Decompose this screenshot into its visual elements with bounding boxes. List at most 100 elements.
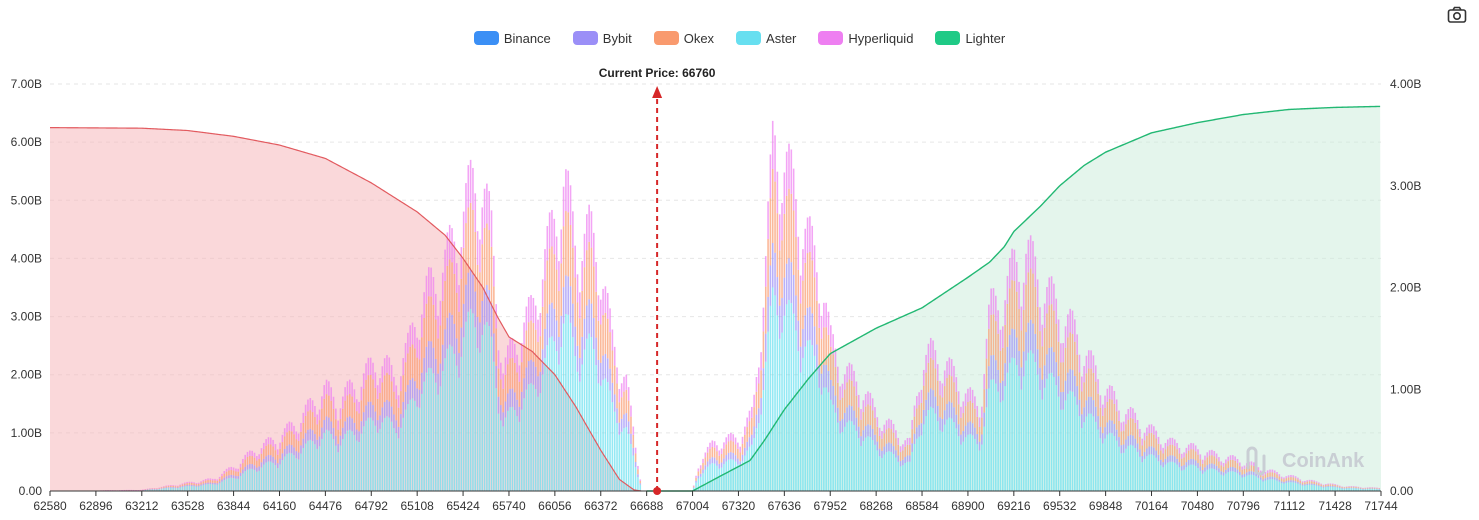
legend-item-binance[interactable]: Binance <box>473 28 551 48</box>
liquidation-bar-segment <box>985 338 988 359</box>
liquidation-bar-segment <box>1146 456 1148 491</box>
legend-item-okex[interactable]: Okex <box>653 28 714 48</box>
liquidation-bar-segment <box>1304 485 1306 491</box>
liquidation-bar-segment <box>902 459 904 466</box>
liquidation-bar-segment <box>1252 475 1255 491</box>
liquidation-bar-segment <box>941 397 944 419</box>
liquidation-bar-segment <box>1241 469 1243 475</box>
liquidation-bar-segment <box>976 405 979 418</box>
liquidation-bar-segment <box>425 372 428 491</box>
liquidation-bar-segment <box>969 400 972 422</box>
liquidation-bar-segment <box>1315 485 1318 491</box>
liquidation-bar-segment <box>416 357 418 389</box>
liquidation-bar-segment <box>1106 434 1109 491</box>
liquidation-bar-segment <box>1357 486 1360 488</box>
liquidation-bar-segment <box>955 391 958 415</box>
liquidation-bar-segment <box>1048 277 1051 306</box>
liquidation-bar-segment <box>604 378 607 491</box>
liquidation-bar-segment <box>843 374 846 390</box>
liquidation-bar-segment <box>909 437 911 445</box>
liquidation-bar-segment <box>446 317 449 349</box>
liquidation-bar-segment <box>767 239 769 297</box>
liquidation-bar-segment <box>799 303 802 347</box>
liquidation-bar-segment <box>992 314 995 356</box>
liquidation-bar-segment <box>207 480 209 483</box>
liquidation-bar-segment <box>1008 257 1011 289</box>
liquidation-bar-segment <box>481 335 484 491</box>
liquidation-bar-segment <box>495 365 497 389</box>
liquidation-bar-segment <box>1187 450 1190 460</box>
x-tick-label: 64792 <box>355 499 389 513</box>
liquidation-bar-segment <box>806 217 809 254</box>
liquidation-bar-segment <box>381 422 384 491</box>
liquidation-bar-segment <box>960 417 962 435</box>
liquidation-bar-segment <box>1025 332 1027 361</box>
liquidation-bar-segment <box>1378 489 1381 491</box>
liquidation-bar-segment <box>439 386 442 491</box>
camera-icon[interactable] <box>1447 6 1467 24</box>
liquidation-bar-segment <box>630 433 632 445</box>
liquidation-bar-segment <box>165 486 167 488</box>
liquidation-bar-segment <box>497 368 500 397</box>
liquidation-bar-segment <box>321 427 323 439</box>
liquidation-bar-segment <box>730 440 732 453</box>
liquidation-bar-segment <box>1245 472 1248 476</box>
legend-item-bybit[interactable]: Bybit <box>572 28 632 48</box>
liquidation-bar-segment <box>174 487 177 488</box>
liquidation-bar-segment <box>895 457 897 491</box>
liquidation-bar-segment <box>534 329 537 367</box>
x-tick-label: 67636 <box>768 499 802 513</box>
liquidation-bar-segment <box>242 473 244 491</box>
liquidation-bar-segment <box>781 332 783 491</box>
liquidation-bar-segment <box>1369 488 1371 491</box>
liquidation-bar-segment <box>1276 472 1278 475</box>
liquidation-bar-segment <box>1092 416 1095 491</box>
liquidation-bar-segment <box>1201 459 1204 464</box>
liquidation-bar-segment <box>216 484 219 491</box>
liquidation-bar-segment <box>1315 484 1318 486</box>
liquidation-bar-segment <box>1264 474 1267 479</box>
liquidation-bar-segment <box>567 314 570 491</box>
liquidation-bar-segment <box>813 245 816 278</box>
liquidation-bar-segment <box>181 486 184 491</box>
liquidation-bar-segment <box>741 436 744 444</box>
liquidation-bar-segment <box>290 431 293 446</box>
liquidation-bar-segment <box>751 406 753 418</box>
liquidation-bar-segment <box>1262 479 1264 482</box>
liquidation-bar-segment <box>1157 461 1160 491</box>
liquidation-bar-segment <box>727 441 730 453</box>
liquidation-bar-segment <box>193 485 195 487</box>
liquidation-bar-segment <box>1194 451 1197 461</box>
liquidation-bar-segment <box>997 391 999 491</box>
liquidation-bar-segment <box>869 425 872 438</box>
liquidation-bar-segment <box>625 374 628 390</box>
liquidation-bar-segment <box>1325 487 1327 491</box>
liquidation-bar-segment <box>1162 462 1164 468</box>
legend-item-hyperliquid[interactable]: Hyperliquid <box>818 28 913 48</box>
liquidation-bar-segment <box>1297 477 1299 480</box>
liquidation-bar-segment <box>369 417 372 491</box>
liquidation-bar-segment <box>941 431 944 491</box>
liquidation-bar-segment <box>1336 484 1339 486</box>
liquidation-bar-segment <box>737 464 739 491</box>
liquidation-bar-segment <box>1153 426 1155 435</box>
legend-item-lighter[interactable]: Lighter <box>935 28 1005 48</box>
liquidation-bar-segment <box>1266 473 1269 478</box>
liquidation-bar-segment <box>388 417 391 491</box>
liquidation-bar-segment <box>1011 248 1013 281</box>
liquidation-bar-segment <box>195 486 198 491</box>
liquidation-bar-segment <box>890 443 893 452</box>
liquidation-bar-segment <box>188 482 191 485</box>
liquidation-bar-segment <box>1318 486 1320 491</box>
liquidation-bar-segment <box>488 290 491 327</box>
liquidation-bar-segment <box>444 249 446 282</box>
liquidation-bar-segment <box>362 373 365 389</box>
liquidation-bar-segment <box>753 426 755 439</box>
liquidation-bar-segment <box>1250 471 1253 475</box>
legend-item-aster[interactable]: Aster <box>736 28 796 48</box>
liquidation-bar-segment <box>1053 376 1055 491</box>
liquidation-bar-segment <box>606 318 609 359</box>
liquidation-bar-segment <box>1064 400 1067 491</box>
liquidation-bar-segment <box>555 269 558 321</box>
liquidation-bar-segment <box>362 412 365 427</box>
